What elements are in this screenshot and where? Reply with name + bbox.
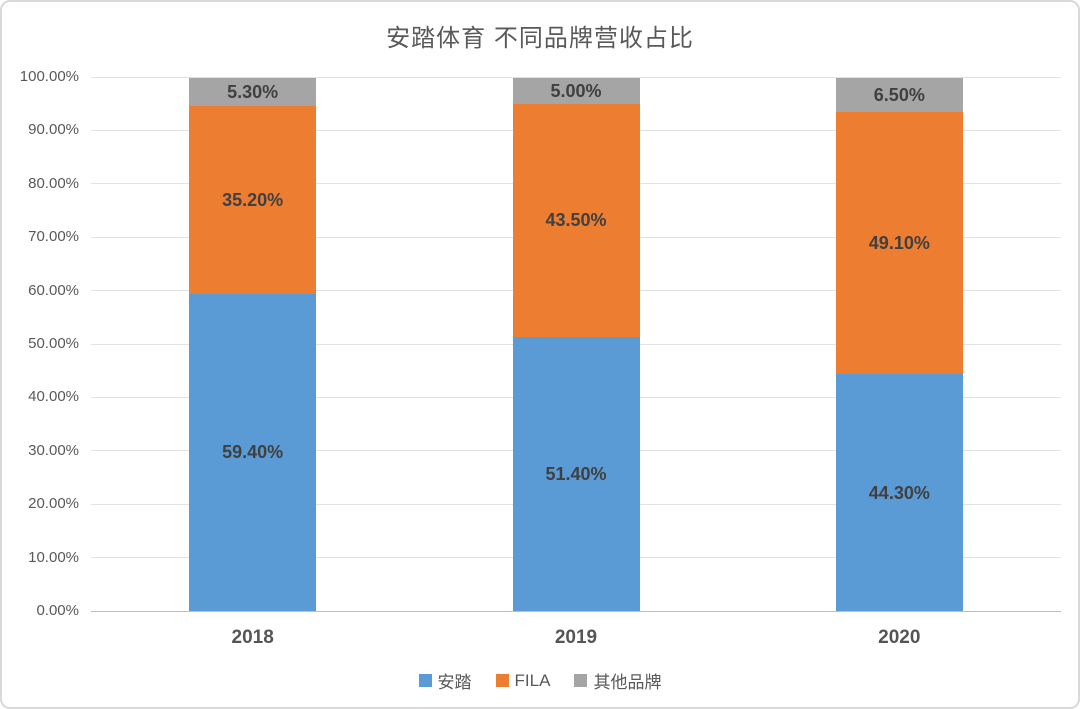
bar-segment-安踏-2018 bbox=[189, 293, 317, 611]
legend-marker-icon bbox=[418, 674, 432, 687]
y-axis-tick-label: 0.00% bbox=[36, 602, 79, 619]
legend-label: 其他品牌 bbox=[593, 673, 662, 692]
chart-title: 安踏体育 不同品牌营收占比 bbox=[386, 25, 694, 52]
stacked-bar-2018: 59.40% 35.20% 5.30% bbox=[189, 77, 317, 611]
legend-item-安踏: 安踏 bbox=[418, 668, 472, 693]
bar-segment-FILA-2019 bbox=[512, 104, 640, 337]
y-axis-tick-label: 20.00% bbox=[28, 495, 79, 513]
y-axis-tick-label: 50.00% bbox=[28, 335, 79, 352]
bar-segment-安踏-2019 bbox=[512, 336, 640, 611]
gridline bbox=[91, 76, 1061, 78]
y-axis-tick-label: 100.00% bbox=[19, 68, 79, 85]
legend-item-其他品牌: 其他品牌 bbox=[574, 668, 661, 693]
x-axis-category-label: 2020 bbox=[878, 627, 921, 648]
y-axis-tick-label: 30.00% bbox=[28, 441, 79, 459]
data-label: 35.20% bbox=[222, 189, 284, 210]
data-label: 49.10% bbox=[868, 233, 930, 254]
data-label: 5.00% bbox=[550, 80, 602, 101]
legend-item-FILA: FILA bbox=[495, 670, 551, 691]
bar-segment-其他品牌-2019 bbox=[512, 77, 640, 105]
stacked-bar-2019: 51.40% 43.50% 5.00% bbox=[512, 77, 640, 611]
y-axis-tick-label: 60.00% bbox=[28, 281, 79, 299]
data-label: 6.50% bbox=[873, 84, 925, 105]
legend-label: FILA bbox=[514, 670, 551, 690]
y-axis-tick-label: 10.00% bbox=[28, 548, 79, 566]
y-axis-tick-label: 90.00% bbox=[28, 121, 79, 139]
bar-segment-FILA-2020 bbox=[835, 112, 963, 375]
data-label: 51.40% bbox=[545, 463, 607, 484]
data-label: 44.30% bbox=[868, 482, 930, 503]
legend-marker-icon bbox=[574, 674, 588, 687]
stacked-bar-2020: 44.30% 49.10% 6.50% bbox=[835, 77, 963, 611]
legend-label: 安踏 bbox=[437, 673, 472, 692]
bar-segment-安踏-2020 bbox=[835, 374, 963, 611]
x-axis-category-label: 2018 bbox=[231, 627, 274, 648]
x-axis-category-label: 2019 bbox=[554, 627, 598, 648]
y-axis-tick-label: 40.00% bbox=[28, 388, 79, 406]
y-axis-tick-label: 80.00% bbox=[28, 174, 79, 192]
bar-segment-其他品牌-2020 bbox=[835, 77, 963, 113]
bar-segment-FILA-2018 bbox=[189, 105, 317, 294]
data-label: 5.30% bbox=[227, 81, 279, 102]
data-label: 43.50% bbox=[545, 210, 607, 231]
data-label: 59.40% bbox=[222, 442, 284, 463]
chart-legend: 安踏 FILA 其他品牌 bbox=[2, 668, 1078, 693]
x-axis-line bbox=[91, 611, 1061, 612]
bar-segment-其他品牌-2018 bbox=[189, 77, 317, 106]
y-axis-tick-label: 70.00% bbox=[28, 228, 79, 246]
legend-marker-icon bbox=[495, 674, 509, 687]
